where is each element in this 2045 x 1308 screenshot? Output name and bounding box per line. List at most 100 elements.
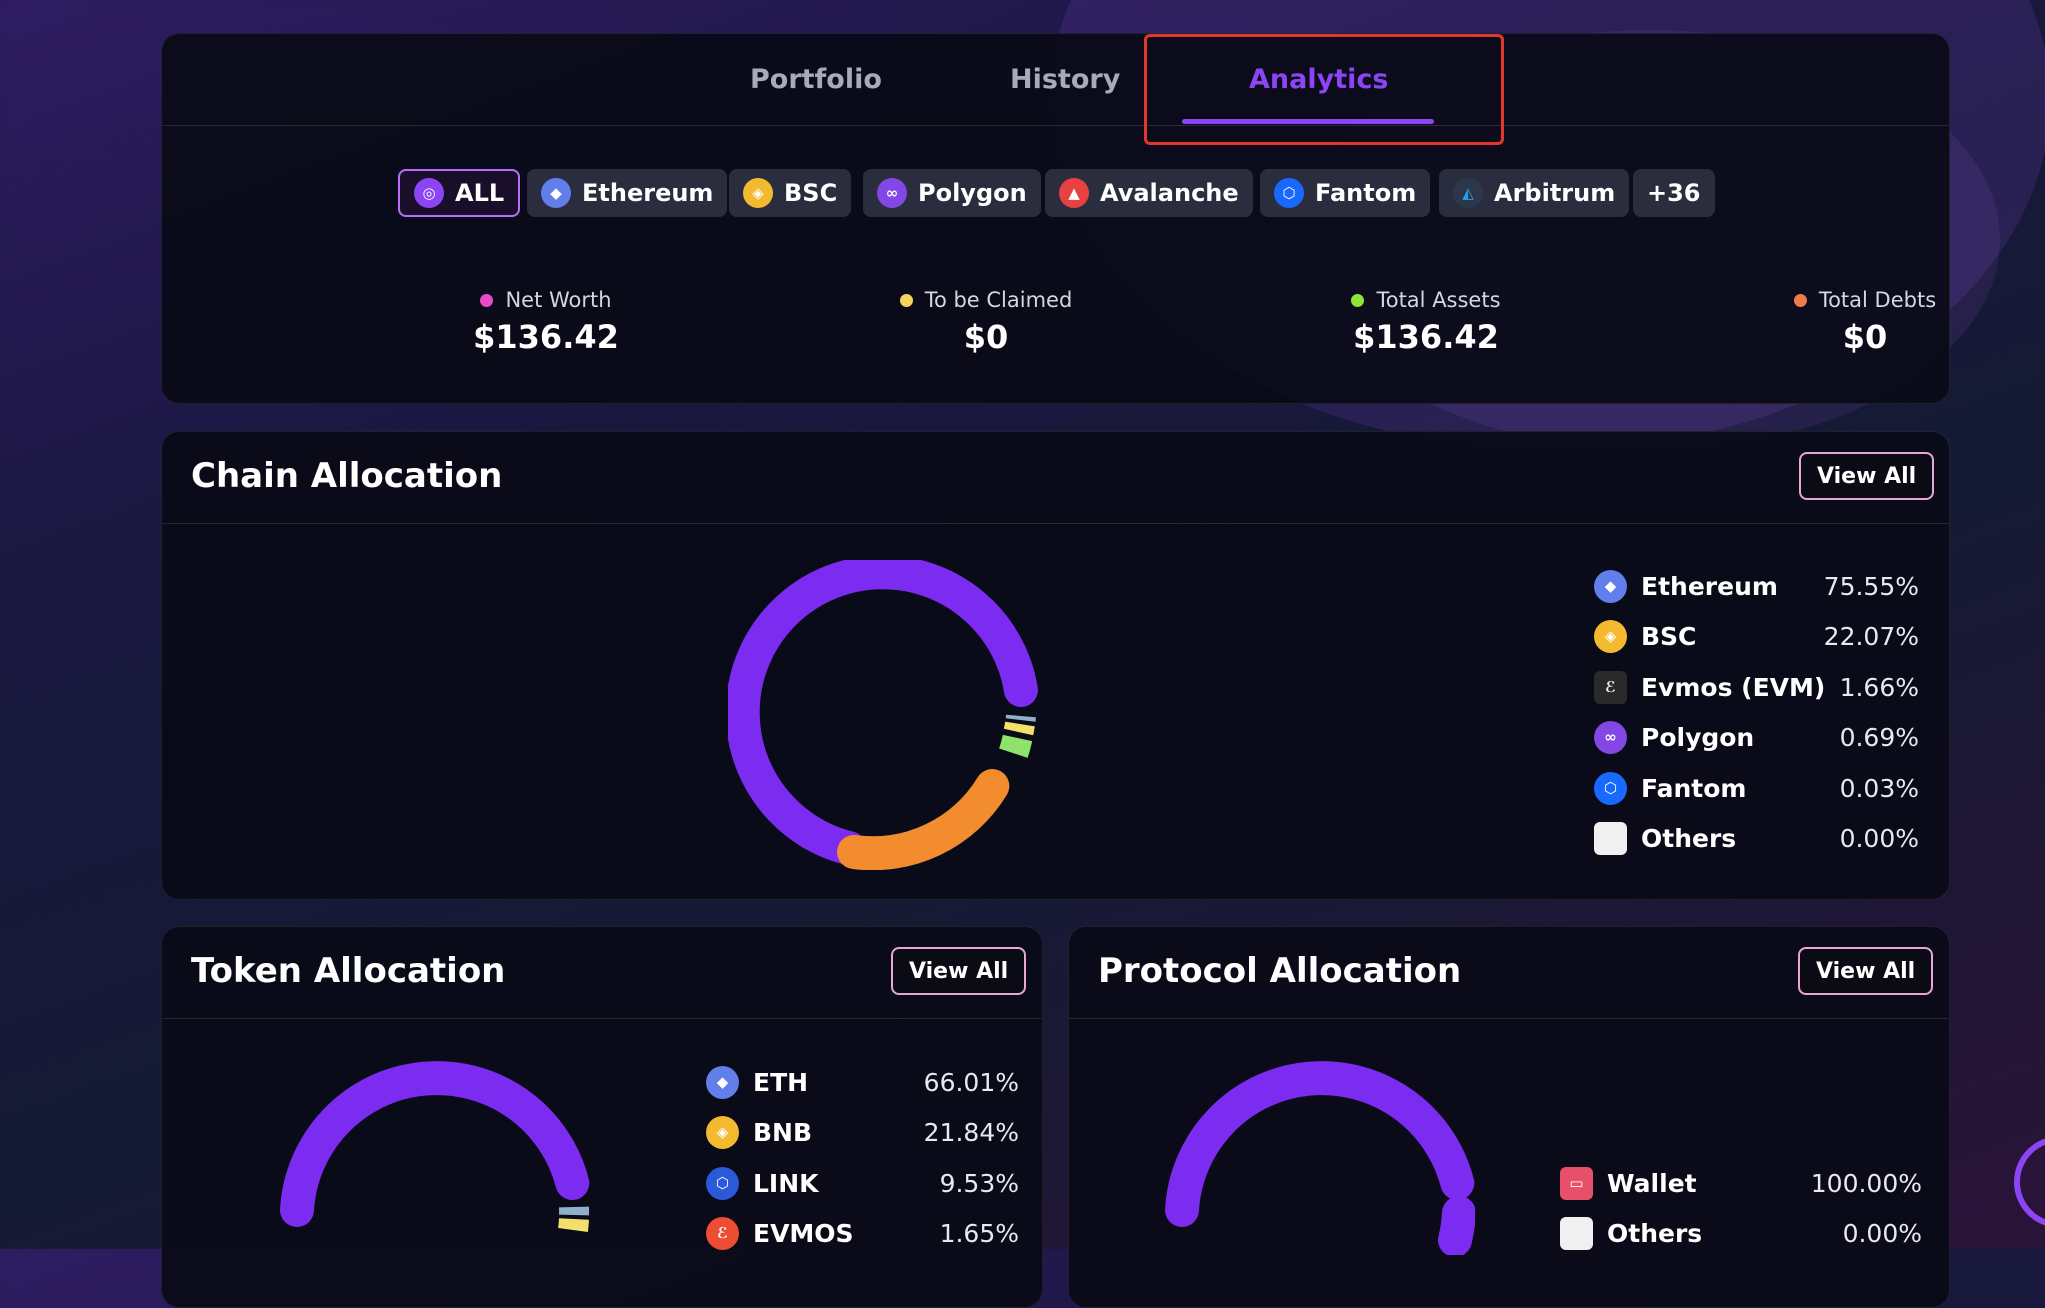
- others-icon: [1594, 822, 1627, 855]
- stat-value: $0: [1715, 318, 2015, 356]
- chain-filter-label: Arbitrum: [1494, 179, 1615, 207]
- legend-row-evmos: ℰ EVMOS 1.65%: [706, 1213, 1019, 1253]
- chain-filter-label: ALL: [455, 179, 504, 207]
- legend-row-bsc: ◈ BSC 22.07%: [1594, 616, 1919, 656]
- legend-percent: 0.03%: [1840, 774, 1919, 803]
- polygon-icon: ∞: [877, 178, 907, 208]
- total-debts-dot: [1794, 294, 1807, 307]
- legend-name: Fantom: [1641, 774, 1746, 803]
- legend-name: BNB: [753, 1118, 812, 1147]
- donut-segment-bsc: [854, 786, 992, 853]
- legend-percent: 1.65%: [940, 1219, 1019, 1248]
- token-allocation-title: Token Allocation: [191, 951, 505, 991]
- token-allocation-card: Token Allocation View All ◆ ETH 66.01% ◈…: [161, 926, 1043, 1308]
- chain-allocation-donut: [728, 560, 1038, 870]
- chain-filter-avalanche[interactable]: ▲ Avalanche: [1045, 169, 1253, 217]
- stat-value: $136.42: [396, 318, 696, 356]
- tab-history[interactable]: History: [1010, 64, 1120, 95]
- donut-segment-eth: [297, 1078, 572, 1210]
- donut-segment-link: [573, 1219, 574, 1230]
- protocol-allocation-title: Protocol Allocation: [1098, 951, 1461, 991]
- legend-percent: 0.00%: [1843, 1219, 1922, 1248]
- polygon-icon: ∞: [1594, 721, 1627, 754]
- tab-portfolio[interactable]: Portfolio: [750, 64, 882, 95]
- chain-filter-bsc[interactable]: ◈ BSC: [729, 169, 851, 217]
- summary-card: Portfolio History Analytics ◎ ALL ◆ Ethe…: [161, 33, 1950, 404]
- to-be-claimed-dot: [900, 294, 913, 307]
- floating-action-button[interactable]: [2014, 1136, 2045, 1228]
- chain-filter-bar: ◎ ALL ◆ Ethereum ◈ BSC ∞ Polygon ▲ Avala…: [162, 169, 1949, 219]
- avalanche-icon: ▲: [1059, 178, 1089, 208]
- chain-filter-arbitrum[interactable]: ◭ Arbitrum: [1439, 169, 1629, 217]
- stat-label: Total Assets: [1376, 288, 1500, 312]
- chain-filter-all[interactable]: ◎ ALL: [398, 169, 520, 217]
- protocol-allocation-card: Protocol Allocation View All ▭ Wallet 10…: [1068, 926, 1950, 1308]
- arbitrum-icon: ◭: [1453, 178, 1483, 208]
- net-worth-dot: [480, 294, 493, 307]
- donut-segment-evmos: [1013, 738, 1017, 753]
- stat-label: Net Worth: [505, 288, 611, 312]
- token-view-all-button[interactable]: View All: [891, 947, 1026, 995]
- legend-row-link: ⬡ LINK 9.53%: [706, 1163, 1019, 1203]
- chain-filter-fantom[interactable]: ⬡ Fantom: [1260, 169, 1430, 217]
- legend-percent: 1.66%: [1840, 673, 1919, 702]
- card-header: Token Allocation View All: [162, 927, 1042, 1019]
- total-assets-dot: [1351, 294, 1364, 307]
- legend-name: BSC: [1641, 622, 1696, 651]
- legend-row-evmos: ℰ Evmos (EVM) 1.66%: [1594, 667, 1919, 707]
- ethereum-icon: ◆: [541, 178, 571, 208]
- legend-row-others: Others 0.00%: [1594, 818, 1919, 858]
- stat-to-be-claimed: To be Claimed $0: [836, 288, 1136, 356]
- fantom-icon: ⬡: [1274, 178, 1304, 208]
- legend-name: Wallet: [1607, 1169, 1697, 1198]
- donut-segment-wallet-end: [1455, 1213, 1459, 1240]
- legend-row-others: Others 0.00%: [1560, 1213, 1922, 1253]
- chain-filter-label: BSC: [784, 179, 837, 207]
- token-allocation-donut: [280, 1055, 590, 1255]
- chain-filter-polygon[interactable]: ∞ Polygon: [863, 169, 1041, 217]
- card-header: Protocol Allocation View All: [1069, 927, 1949, 1019]
- eth-token-icon: ◆: [706, 1066, 739, 1099]
- tab-bar: Portfolio History Analytics: [162, 34, 1949, 126]
- protocol-allocation-donut: [1165, 1055, 1475, 1255]
- legend-percent: 0.69%: [1840, 723, 1919, 752]
- legend-name: Ethereum: [1641, 572, 1778, 601]
- legend-name: EVMOS: [753, 1219, 854, 1248]
- chain-filter-label: Avalanche: [1100, 179, 1239, 207]
- stat-value: $136.42: [1276, 318, 1576, 356]
- legend-row-ethereum: ◆ Ethereum 75.55%: [1594, 566, 1919, 606]
- legend-row-eth: ◆ ETH 66.01%: [706, 1062, 1019, 1102]
- legend-name: Evmos (EVM): [1641, 673, 1825, 702]
- stat-label: Total Debts: [1819, 288, 1936, 312]
- legend-percent: 66.01%: [924, 1068, 1019, 1097]
- stat-total-debts: Total Debts $0: [1715, 288, 2015, 356]
- stat-value: $0: [836, 318, 1136, 356]
- legend-row-wallet: ▭ Wallet 100.00%: [1560, 1163, 1922, 1203]
- legend-name: ETH: [753, 1068, 808, 1097]
- chain-view-all-button[interactable]: View All: [1799, 452, 1934, 500]
- legend-name: Others: [1607, 1219, 1702, 1248]
- legend-row-bnb: ◈ BNB 21.84%: [706, 1112, 1019, 1152]
- donut-segment-wallet: [1182, 1078, 1457, 1210]
- bsc-icon: ◈: [1594, 620, 1627, 653]
- legend-row-polygon: ∞ Polygon 0.69%: [1594, 717, 1919, 757]
- chain-allocation-card: Chain Allocation View All ◆ Ethereum 75.…: [161, 431, 1950, 900]
- chain-filter-label: Ethereum: [582, 179, 713, 207]
- all-chains-icon: ◎: [414, 178, 444, 208]
- stat-net-worth: Net Worth $136.42: [396, 288, 696, 356]
- legend-percent: 0.00%: [1840, 824, 1919, 853]
- bsc-icon: ◈: [743, 178, 773, 208]
- card-header: Chain Allocation View All: [162, 432, 1949, 524]
- ethereum-icon: ◆: [1594, 570, 1627, 603]
- stat-total-assets: Total Assets $136.42: [1276, 288, 1576, 356]
- legend-name: LINK: [753, 1169, 819, 1198]
- legend-percent: 75.55%: [1824, 572, 1919, 601]
- legend-row-fantom: ⬡ Fantom 0.03%: [1594, 768, 1919, 808]
- evmos-icon: ℰ: [1594, 671, 1627, 704]
- analytics-tab-highlight: [1144, 34, 1504, 145]
- chain-filter-more-label: +36: [1647, 179, 1701, 207]
- protocol-view-all-button[interactable]: View All: [1798, 947, 1933, 995]
- evmos-token-icon: ℰ: [706, 1217, 739, 1250]
- chain-filter-ethereum[interactable]: ◆ Ethereum: [527, 169, 727, 217]
- chain-filter-more[interactable]: +36: [1633, 169, 1715, 217]
